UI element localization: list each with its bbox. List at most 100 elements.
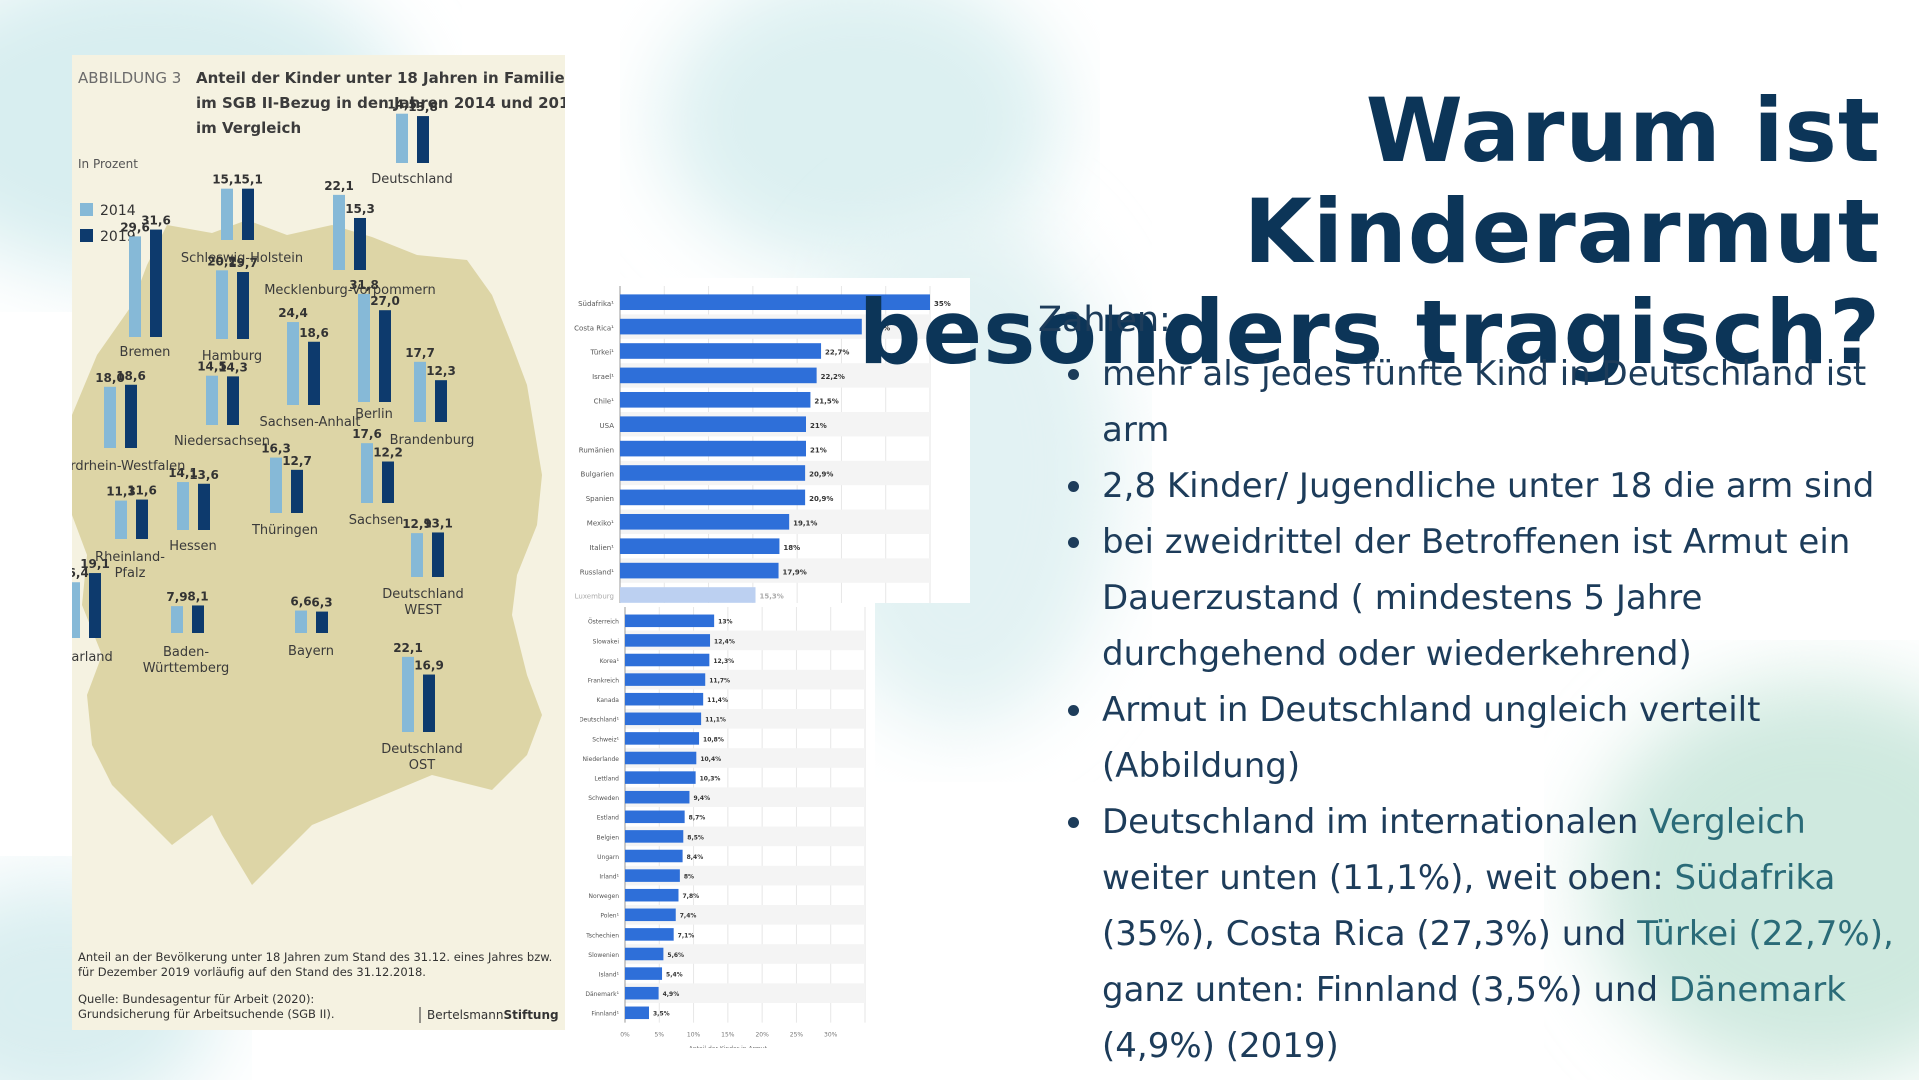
bullet-line: (Abbildung) — [1102, 746, 1301, 786]
bar-2019 — [136, 499, 148, 539]
tick-label: 0% — [620, 1032, 630, 1039]
value-label: 35% — [934, 300, 951, 308]
value-label-2014: 14,5 — [197, 360, 227, 374]
tick-label: 30% — [824, 1032, 838, 1039]
bullet-item: bei zweidrittel der Betroffenen ist Armu… — [1038, 514, 1908, 682]
bar — [625, 790, 690, 804]
value-label: 5,4% — [666, 972, 683, 979]
tick-label: 20% — [755, 1032, 769, 1039]
region-label: Saarland — [72, 650, 113, 665]
region-label: Nordrhein-Westfalen — [72, 459, 185, 474]
row-stripe — [625, 826, 865, 847]
highlight-text: Vergleich — [1649, 802, 1806, 842]
bar-2019 — [150, 229, 162, 337]
figure-label: ABBILDUNG 3 — [78, 69, 181, 87]
value-label: 5,6% — [667, 952, 684, 959]
value-label: 11,4% — [707, 697, 728, 704]
value-label: 12,4% — [714, 638, 735, 645]
region-group: 11,311,6 Rheinland-Pfalz — [95, 484, 165, 581]
bar-2014 — [177, 482, 189, 530]
value-label: 8,7% — [689, 815, 706, 822]
intl-bar-chart-top: Südafrika¹ 35% Costa Rica¹ 27,3% Türkei¹ 22,7… — [565, 278, 970, 608]
bullet-line: arm — [1102, 410, 1170, 450]
legend-label-2014: 2014 — [100, 203, 136, 219]
region-label: Schleswig-Holstein — [181, 251, 303, 266]
value-label-2019: 31,6 — [141, 214, 171, 228]
value-label: 10,4% — [700, 756, 721, 763]
region-group: 22,1 16,9 Deutschland OST — [381, 641, 463, 773]
category-label: Bulgarien — [581, 471, 614, 479]
bar — [620, 391, 811, 408]
bar-2014 — [411, 533, 423, 577]
value-label-2019: 13,6 — [189, 468, 219, 482]
value-label-2014: 14,1 — [168, 466, 198, 480]
category-label: Irland¹ — [599, 874, 619, 881]
tick-label: 15% — [721, 1032, 735, 1039]
value-label-2019: 19,1 — [80, 557, 110, 571]
slide-title-line-1: Warum ist Kinderarmut — [1243, 79, 1881, 283]
value-label-2014: 24,4 — [278, 306, 308, 320]
bar-2014 — [216, 270, 228, 339]
category-label: Belgien — [597, 834, 620, 841]
value-label-2014: 31,8 — [349, 278, 379, 292]
value-label: 19,1% — [793, 519, 817, 527]
category-label: Mexiko¹ — [587, 519, 614, 527]
region-label: Deutschland WEST — [382, 587, 464, 618]
hbar-plot: Österreich 13% Slowakei 12,4% Korea¹ 12,3% Fra… — [579, 607, 866, 1053]
bar-2019 — [435, 380, 447, 422]
region-label: Brandenburg — [390, 433, 475, 448]
bar — [625, 1006, 649, 1020]
category-label: Rumänien — [579, 446, 614, 454]
bullet-dot — [1068, 705, 1079, 716]
value-label-2019: 11,6 — [127, 484, 157, 498]
region-group: 12,913,1 Deutschland WEST — [382, 516, 464, 618]
category-label: Deutschland¹ — [580, 717, 620, 724]
category-label: Polen¹ — [600, 913, 619, 920]
bar — [625, 810, 685, 824]
value-label: 15,3% — [760, 593, 784, 601]
value-label-2019: 27,0 — [370, 294, 400, 308]
row-stripe — [625, 944, 865, 964]
bar — [625, 947, 664, 961]
bullet-dot — [1068, 537, 1079, 548]
region-group: 17,7 12,3 Brandenburg — [390, 346, 475, 448]
value-label: 7,4% — [680, 913, 697, 920]
bar — [620, 465, 806, 481]
bar-2014 — [171, 606, 183, 633]
bar — [625, 986, 659, 1000]
value-label: 27,3% — [866, 324, 890, 332]
value-label-2019: 13,8 — [408, 100, 438, 114]
value-label: 11,7% — [709, 678, 730, 685]
region-label: Hessen — [169, 539, 217, 554]
bar — [625, 967, 663, 980]
value-label-2014: 7,9 — [166, 590, 187, 604]
bar — [625, 634, 711, 647]
value-label-2019: 15,1 — [233, 173, 263, 187]
highlight-text: Dänemark — [1668, 970, 1846, 1010]
value-label-2019: 19,7 — [228, 256, 258, 270]
bar — [620, 416, 806, 433]
bar — [620, 587, 756, 603]
bar — [625, 849, 683, 863]
value-label-2014: 17,6 — [352, 427, 382, 441]
bar-2014 — [333, 194, 345, 270]
region-label: Sachsen — [349, 513, 404, 528]
bullet-list: mehr als jedes fünfte Kind in Deutschlan… — [1038, 346, 1908, 1074]
bar-2019 — [198, 483, 210, 530]
bar-2014 — [396, 113, 408, 163]
value-label: 11,1% — [705, 717, 726, 724]
bar-2019 — [227, 376, 239, 425]
region-label: Baden-Württemberg — [143, 645, 229, 676]
category-label: Italien¹ — [589, 544, 614, 552]
source-line-2: Grundsicherung für Arbeitsuchende (SGB I… — [78, 1007, 335, 1021]
bar-2014 — [414, 361, 426, 422]
value-label-2019: 14,3 — [218, 360, 248, 374]
bullet-line: 2,8 Kinder/ Jugendliche unter 18 die arm… — [1102, 466, 1875, 506]
value-label-2019: 8,1 — [187, 589, 208, 603]
category-label: Schweiz¹ — [592, 736, 619, 743]
bar-2019 — [125, 384, 137, 448]
bar-2014 — [295, 610, 307, 633]
category-label: USA — [600, 422, 615, 430]
bar — [620, 343, 822, 359]
bar-2014 — [358, 293, 370, 402]
